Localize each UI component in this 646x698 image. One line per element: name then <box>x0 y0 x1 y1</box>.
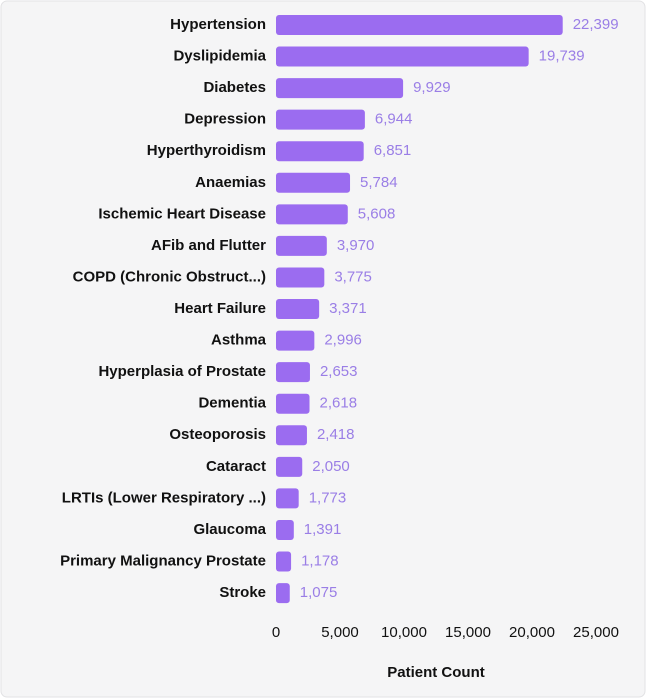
y-tick-label: Glaucoma <box>193 521 266 538</box>
x-tick-label: 10,000 <box>381 624 427 641</box>
value-label: 1,391 <box>304 521 342 538</box>
bar <box>276 46 529 67</box>
x-tick-label: 5,000 <box>321 624 359 641</box>
value-label: 3,371 <box>329 300 367 317</box>
bar <box>276 488 299 509</box>
y-tick-label: Heart Failure <box>174 300 266 317</box>
x-tick-label: 15,000 <box>445 624 491 641</box>
bar <box>276 78 404 99</box>
y-tick-label: Ischemic Heart Disease <box>98 205 266 222</box>
value-label: 22,399 <box>573 16 619 33</box>
y-tick-label: Anaemias <box>195 174 266 191</box>
y-tick-label: Stroke <box>219 584 266 601</box>
y-tick-label: Diabetes <box>203 79 266 96</box>
bar <box>276 141 364 162</box>
bar <box>276 235 327 256</box>
y-tick-label: Dyslipidemia <box>173 48 266 65</box>
y-tick-label: Primary Malignancy Prostate <box>60 552 266 569</box>
bar <box>276 109 365 130</box>
bar <box>276 362 310 383</box>
value-label: 2,418 <box>317 426 355 443</box>
y-tick-label: Cataract <box>206 458 266 475</box>
y-tick-label: Depression <box>184 111 266 128</box>
bar <box>276 172 351 193</box>
value-label: 9,929 <box>413 79 451 96</box>
value-label: 6,851 <box>374 142 412 159</box>
bar <box>276 425 307 446</box>
value-label: 5,784 <box>360 174 398 191</box>
y-tick-label: Hyperthyroidism <box>147 142 266 159</box>
y-tick-label: Asthma <box>211 332 267 349</box>
value-label: 6,944 <box>375 111 413 128</box>
y-tick-label: AFib and Flutter <box>151 237 266 254</box>
bar <box>276 330 315 351</box>
value-label: 1,178 <box>301 552 339 569</box>
x-tick-label: 25,000 <box>573 624 619 641</box>
value-label: 3,775 <box>334 268 372 285</box>
value-label: 5,608 <box>358 205 396 222</box>
bar <box>276 551 292 572</box>
bar <box>276 456 303 477</box>
value-label: 3,970 <box>337 237 375 254</box>
value-label: 2,996 <box>324 332 362 349</box>
bar <box>276 299 320 320</box>
value-label: 1,773 <box>309 489 347 506</box>
bar <box>276 267 325 288</box>
y-tick-label: COPD (Chronic Obstruct...) <box>73 268 266 285</box>
value-label: 1,075 <box>300 584 338 601</box>
value-label: 2,050 <box>312 458 350 475</box>
x-axis-title: Patient Count <box>387 664 485 681</box>
y-tick-label: Dementia <box>198 395 266 412</box>
value-label: 2,653 <box>320 363 358 380</box>
bar <box>276 393 310 414</box>
y-tick-label: LRTIs (Lower Respiratory ...) <box>62 489 266 506</box>
x-tick-label: 20,000 <box>509 624 555 641</box>
bar <box>276 583 290 604</box>
y-tick-label: Hyperplasia of Prostate <box>98 363 266 380</box>
bar <box>276 204 348 225</box>
bar <box>276 15 563 35</box>
value-label: 2,618 <box>320 395 358 412</box>
bar <box>276 519 294 540</box>
x-tick-label: 0 <box>272 624 280 641</box>
value-label: 19,739 <box>539 48 585 65</box>
y-tick-label: Hypertension <box>170 16 266 33</box>
y-tick-label: Osteoporosis <box>169 426 266 443</box>
